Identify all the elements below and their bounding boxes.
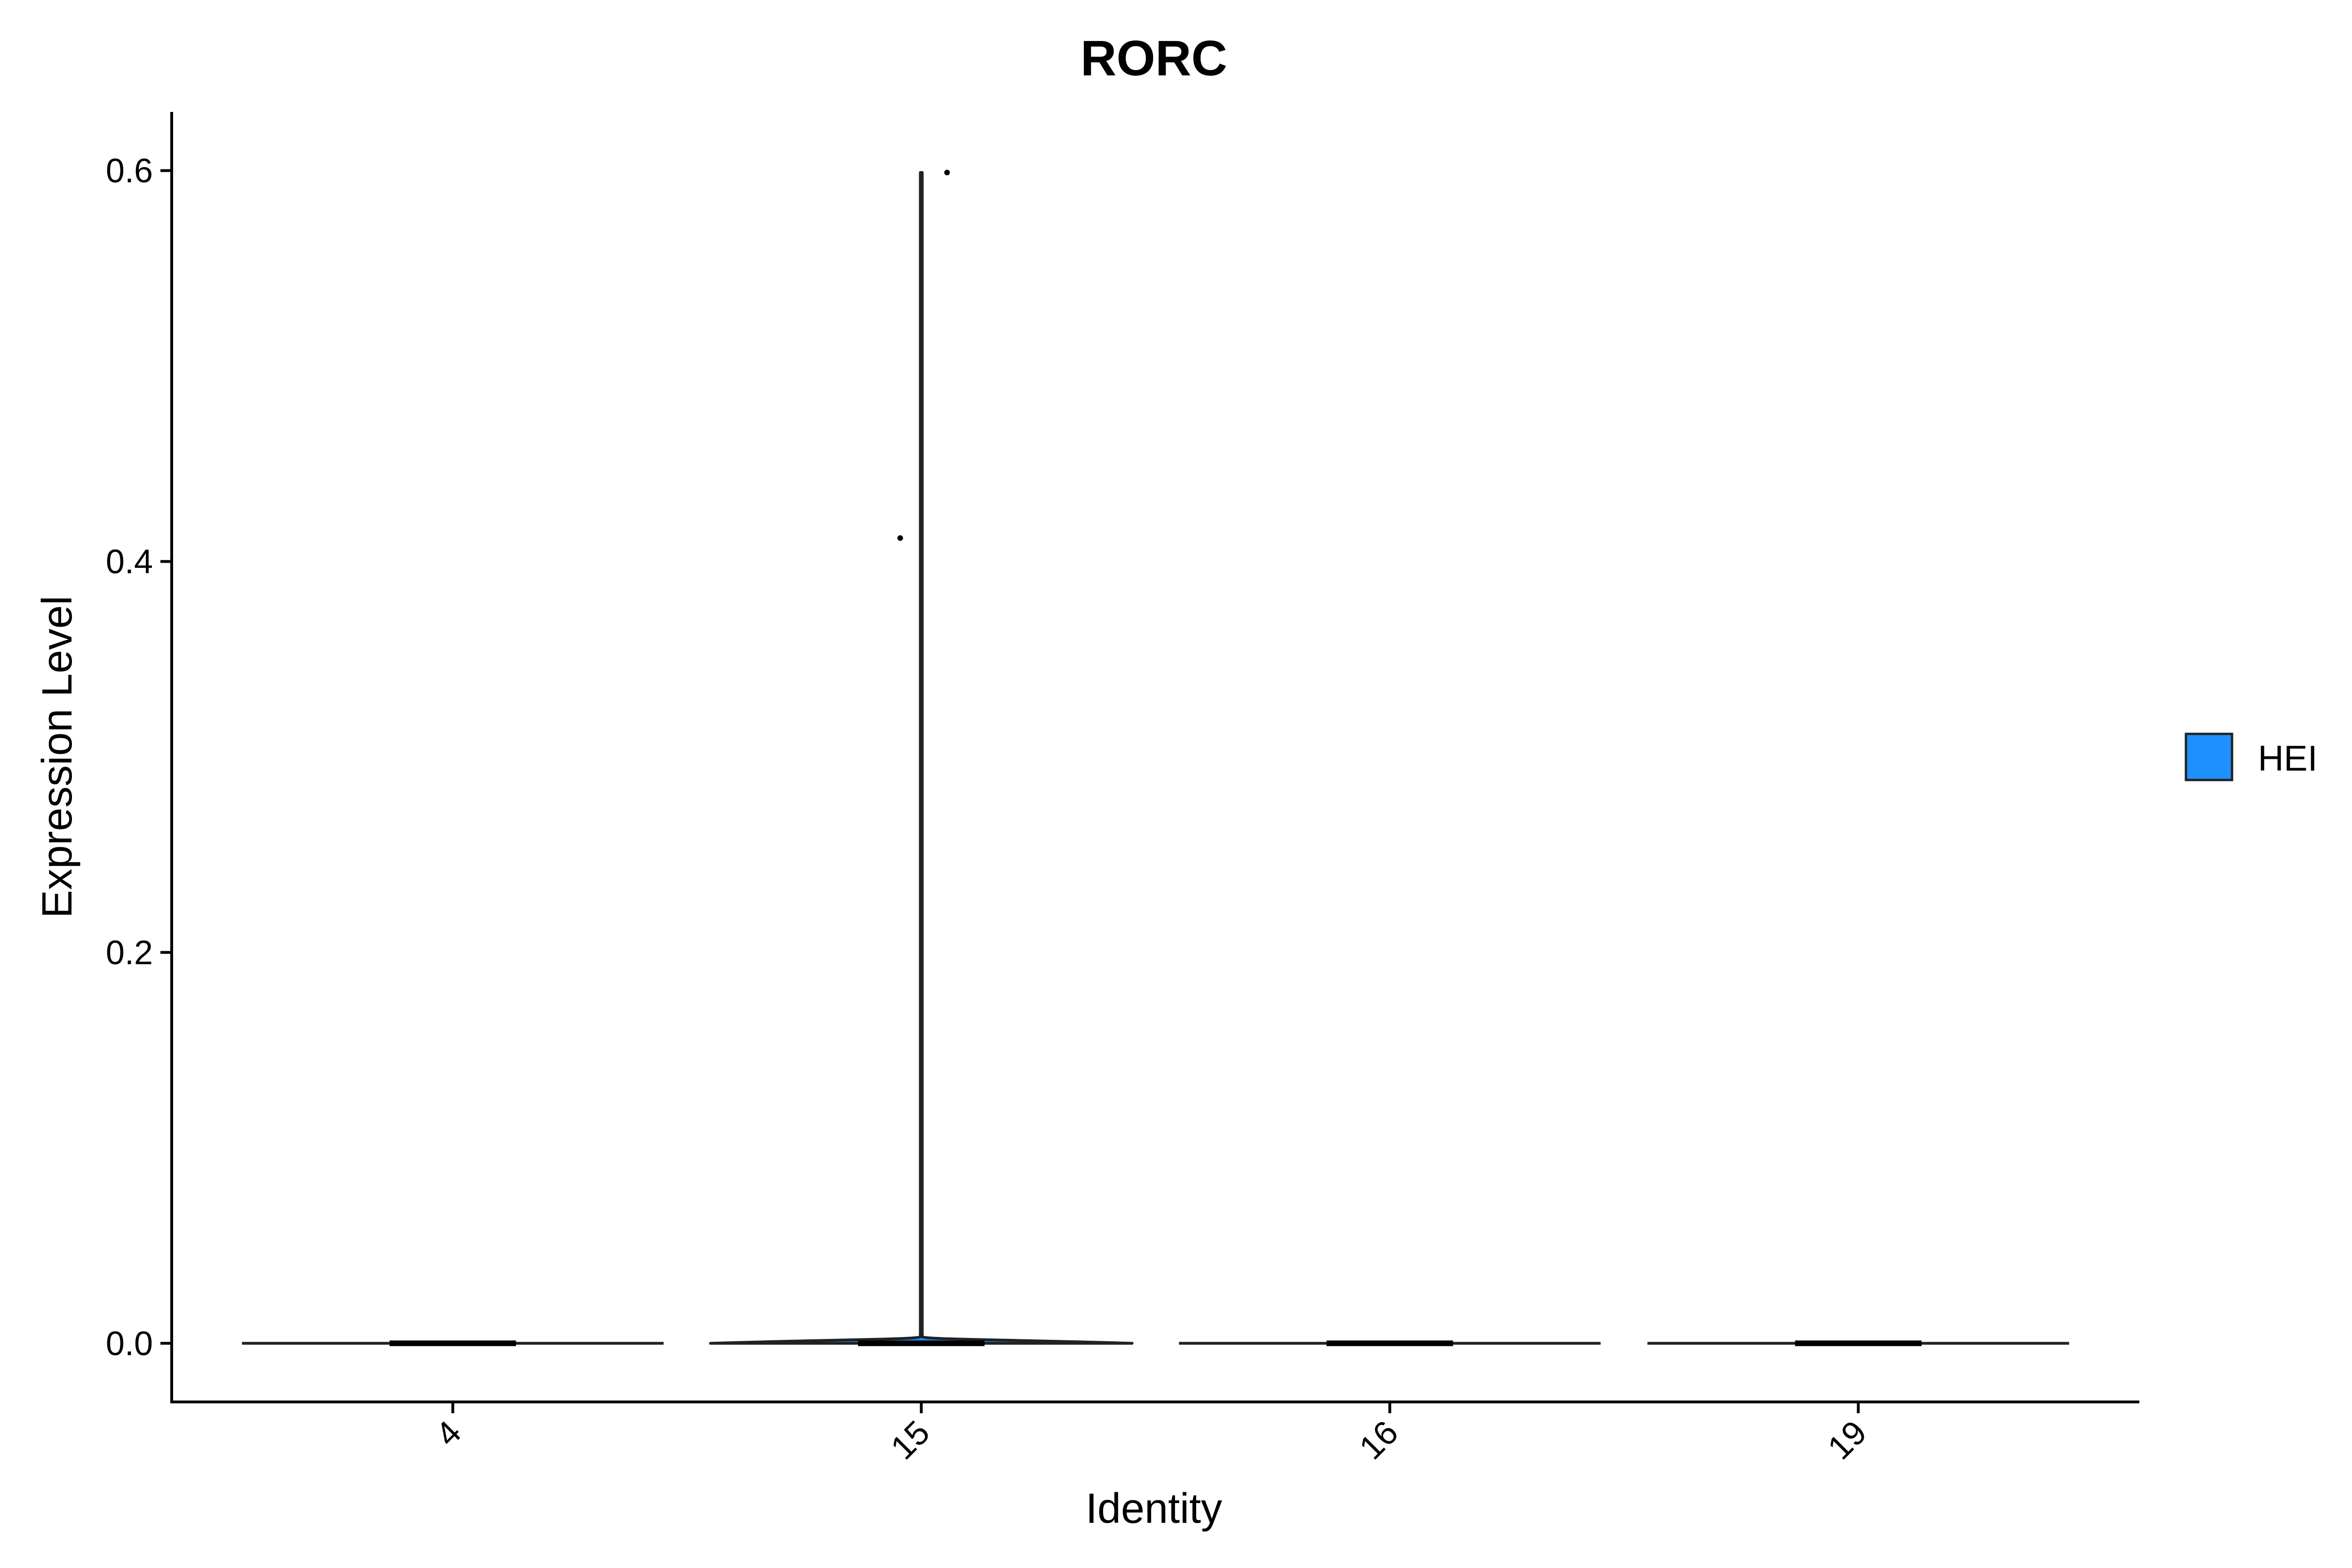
x-tick-label: 15 <box>884 1414 937 1467</box>
plot-area <box>242 169 2069 1346</box>
y-tick-label: 0.2 <box>106 934 153 971</box>
x-axis-ticks: 4 15 16 19 <box>429 1402 1874 1467</box>
legend: HEI <box>2185 732 2318 781</box>
x-axis-title: Identity <box>1086 1485 1222 1532</box>
y-axis-ticks: 0.0 0.2 0.4 0.6 <box>106 152 172 1362</box>
data-point <box>897 535 903 541</box>
legend-label-hei: HEI <box>2258 739 2318 779</box>
x-tick-label: 16 <box>1352 1414 1406 1467</box>
y-axis-title: Expression Level <box>34 596 81 918</box>
legend-key-hei <box>2185 732 2233 781</box>
y-tick-label: 0.6 <box>106 152 153 190</box>
data-point <box>944 169 950 175</box>
chart-title: RORC <box>1081 31 1227 86</box>
x-tick-label: 4 <box>429 1414 469 1454</box>
x-tick-label: 19 <box>1821 1414 1874 1467</box>
violin-15 <box>709 169 1134 1346</box>
violin-body <box>709 171 1134 1345</box>
y-tick-label: 0.4 <box>106 543 153 581</box>
y-tick-label: 0.0 <box>106 1325 153 1362</box>
